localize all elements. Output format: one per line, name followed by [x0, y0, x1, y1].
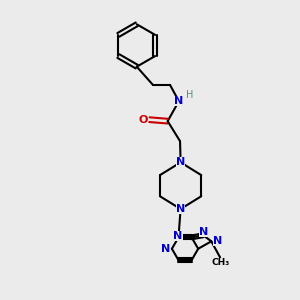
Text: N: N [199, 227, 208, 237]
Text: O: O [139, 115, 148, 125]
Text: N: N [174, 96, 184, 106]
Text: N: N [213, 236, 222, 246]
Text: N: N [173, 231, 182, 241]
Text: CH₃: CH₃ [211, 258, 229, 267]
Text: N: N [161, 244, 170, 254]
Text: N: N [176, 204, 185, 214]
Text: N: N [176, 158, 185, 167]
Text: H: H [186, 90, 194, 100]
